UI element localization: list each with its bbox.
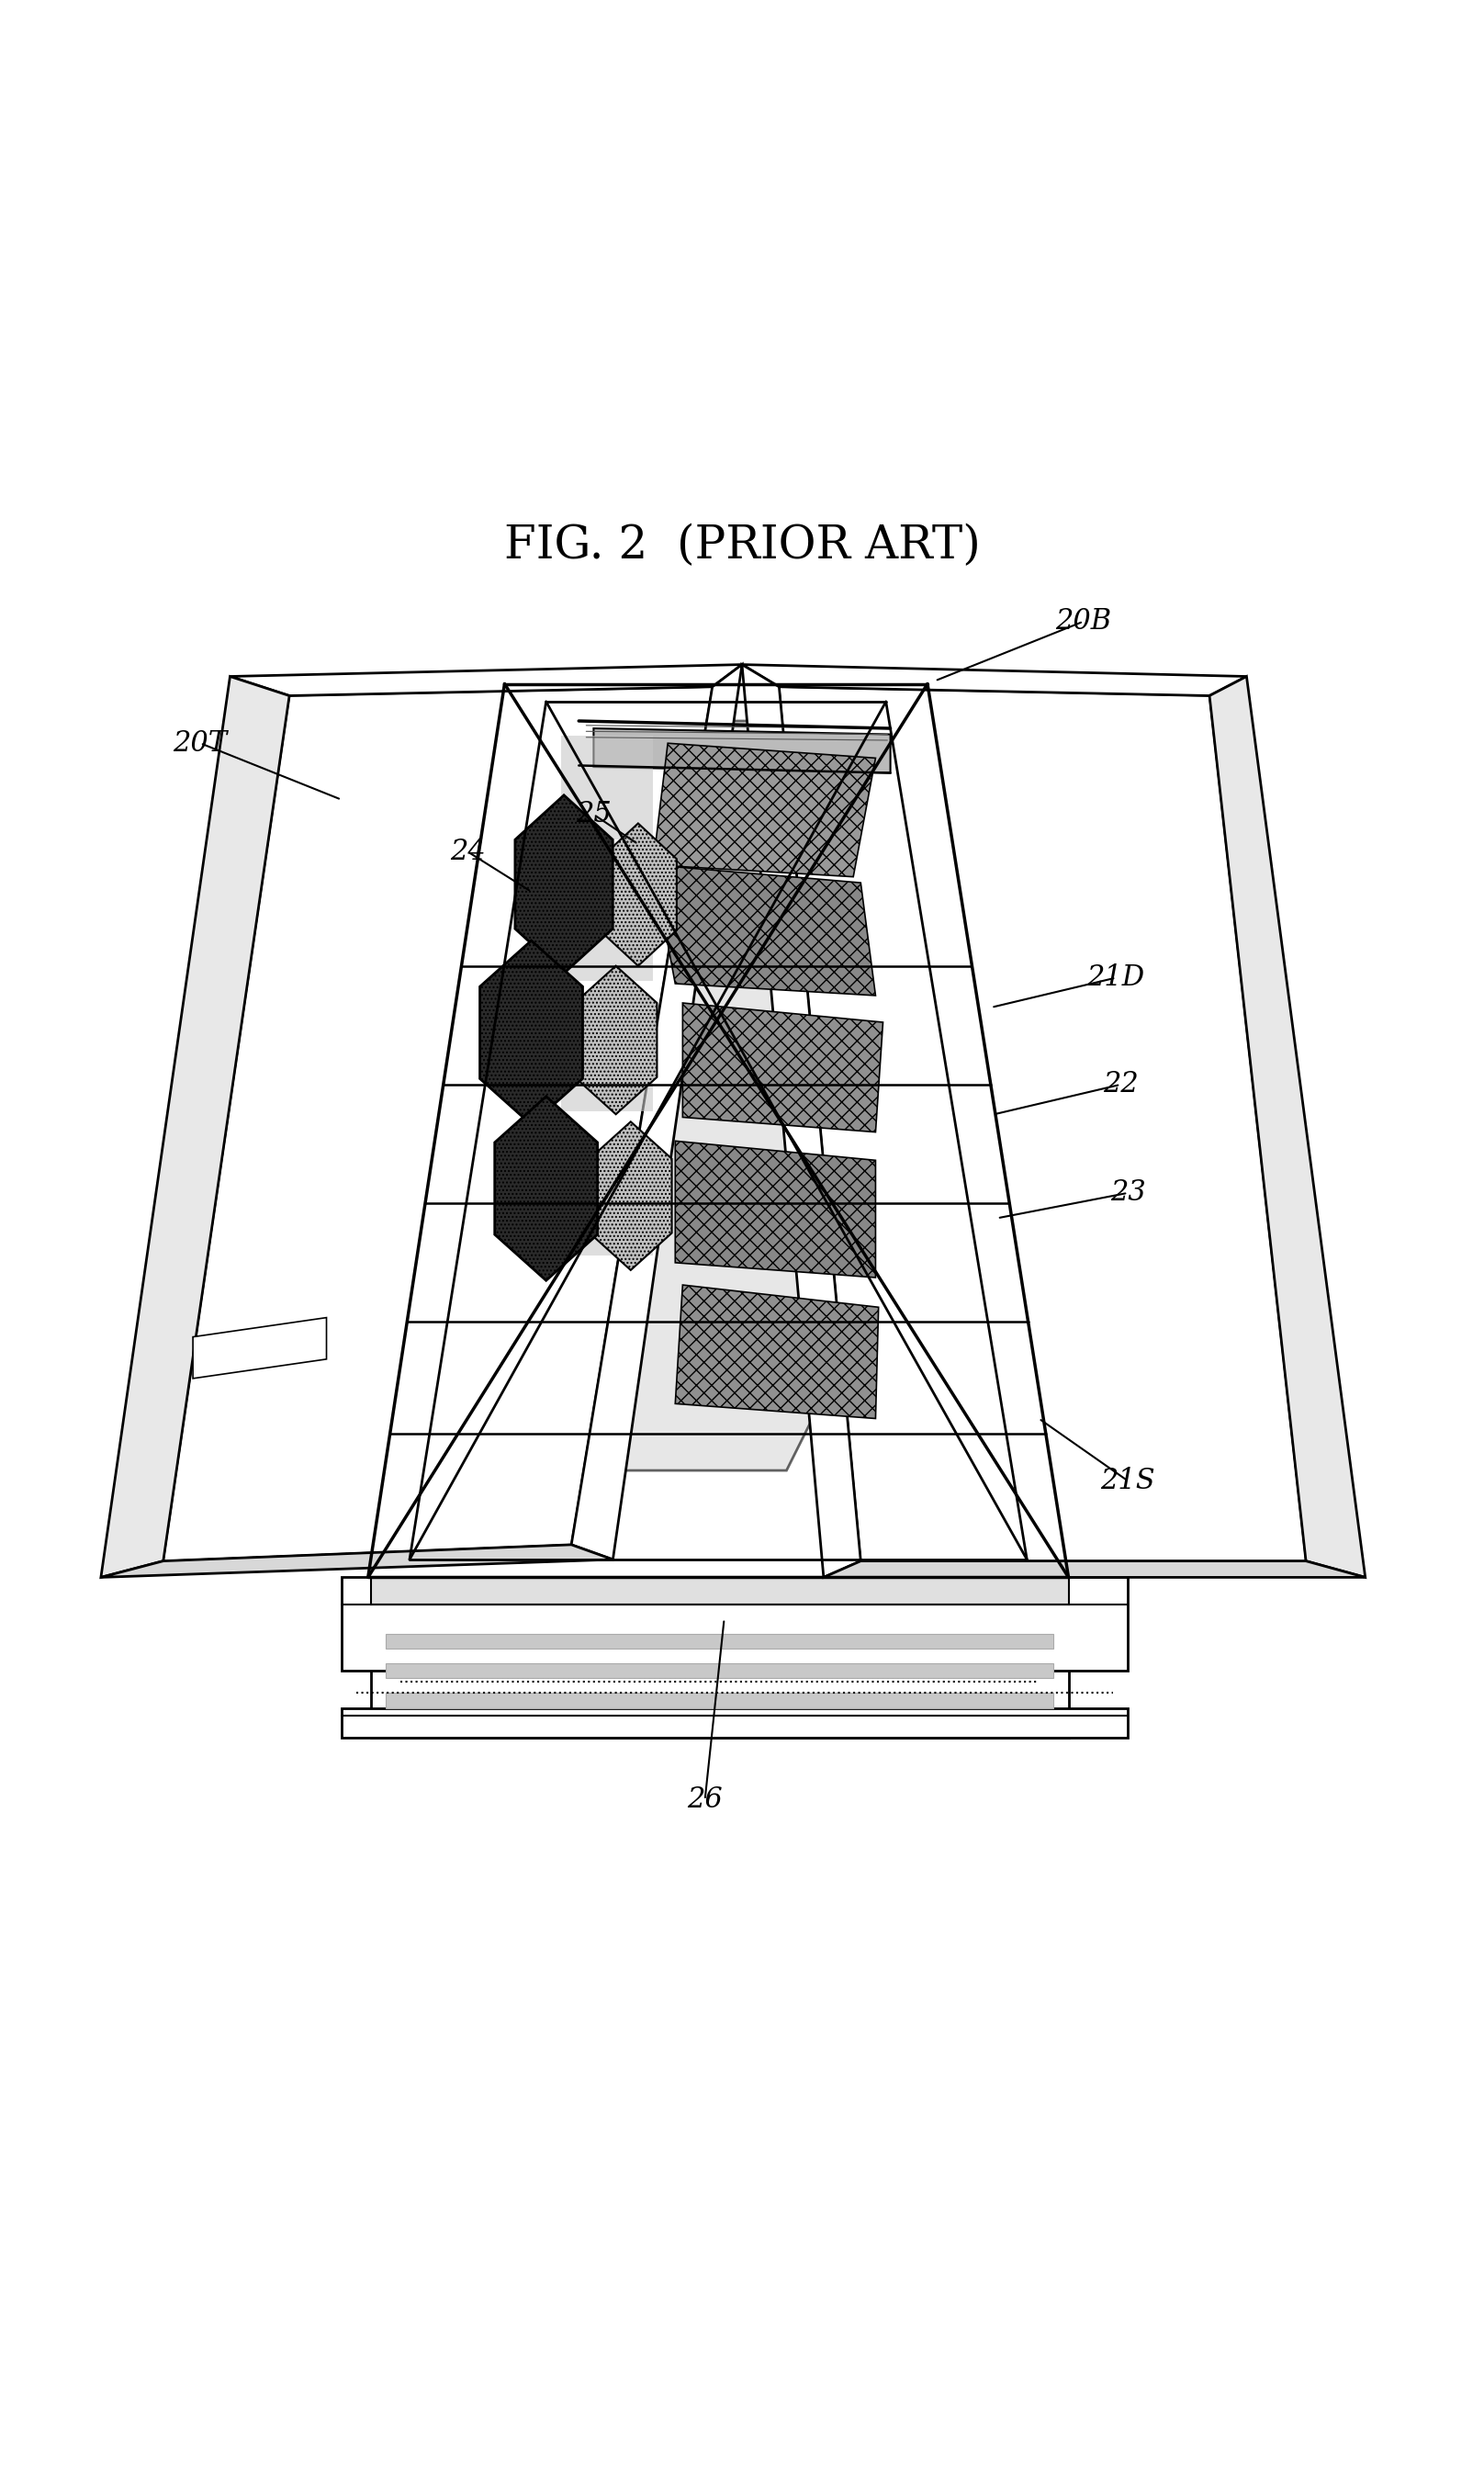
Polygon shape	[824, 1561, 1365, 1578]
Polygon shape	[561, 893, 653, 981]
Polygon shape	[742, 663, 1247, 695]
Polygon shape	[371, 1578, 1068, 1739]
Polygon shape	[101, 1544, 613, 1578]
Polygon shape	[341, 1578, 1128, 1672]
Polygon shape	[779, 688, 1306, 1561]
Polygon shape	[675, 1285, 879, 1418]
Polygon shape	[230, 663, 742, 695]
Polygon shape	[600, 824, 677, 967]
Polygon shape	[371, 1578, 1068, 1603]
Polygon shape	[193, 1317, 326, 1378]
Polygon shape	[494, 1097, 598, 1280]
Text: 24: 24	[450, 838, 485, 866]
Polygon shape	[574, 967, 657, 1115]
Polygon shape	[683, 1004, 883, 1132]
Polygon shape	[386, 720, 987, 1470]
Text: 25: 25	[576, 801, 611, 829]
Polygon shape	[386, 1635, 1054, 1650]
Text: 26: 26	[687, 1785, 723, 1815]
Polygon shape	[561, 1028, 653, 1112]
Text: FIG. 2  (PRIOR ART): FIG. 2 (PRIOR ART)	[503, 523, 981, 570]
Text: 21S: 21S	[1101, 1467, 1155, 1494]
Polygon shape	[742, 663, 861, 1578]
Polygon shape	[1209, 676, 1365, 1578]
Polygon shape	[479, 940, 583, 1124]
Text: 21D: 21D	[1086, 964, 1146, 991]
Polygon shape	[386, 1694, 1054, 1709]
Polygon shape	[571, 663, 742, 1559]
Polygon shape	[386, 1665, 1054, 1679]
Polygon shape	[675, 1142, 876, 1277]
Polygon shape	[594, 727, 890, 772]
Polygon shape	[163, 688, 712, 1561]
Text: 22: 22	[1103, 1070, 1138, 1100]
Polygon shape	[561, 735, 653, 841]
Polygon shape	[341, 1709, 1128, 1739]
Text: 20T: 20T	[174, 730, 227, 757]
Text: 23: 23	[1110, 1179, 1146, 1208]
Polygon shape	[101, 676, 289, 1578]
Polygon shape	[589, 1122, 672, 1270]
Polygon shape	[561, 1181, 653, 1255]
Polygon shape	[653, 866, 876, 996]
Polygon shape	[515, 794, 613, 974]
Polygon shape	[653, 742, 876, 878]
Text: 20B: 20B	[1055, 607, 1112, 636]
